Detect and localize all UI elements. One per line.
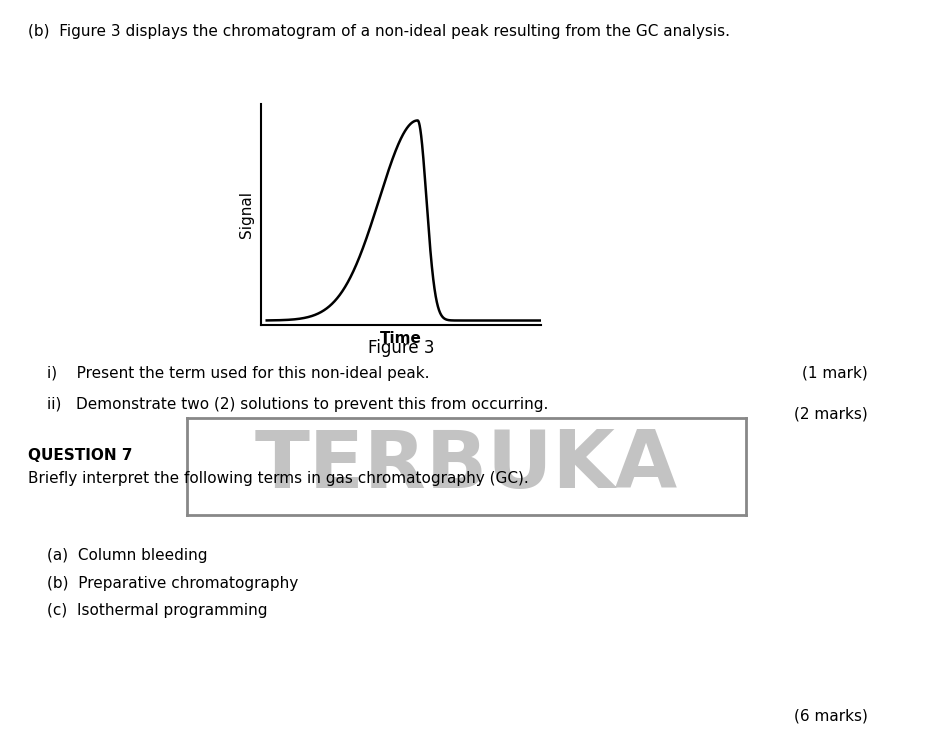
Text: TERBUKA: TERBUKA — [255, 427, 678, 505]
Text: (a)  Column bleeding: (a) Column bleeding — [47, 548, 207, 563]
Text: (b)  Figure 3 displays the chromatogram of a non-ideal peak resulting from the G: (b) Figure 3 displays the chromatogram o… — [28, 24, 730, 39]
Text: ii)   Demonstrate two (2) solutions to prevent this from occurring.: ii) Demonstrate two (2) solutions to pre… — [47, 397, 548, 412]
X-axis label: Time: Time — [381, 331, 422, 346]
Text: (6 marks): (6 marks) — [794, 709, 868, 724]
Y-axis label: Signal: Signal — [239, 191, 255, 238]
Text: Briefly interpret the following terms in gas chromatography (GC).: Briefly interpret the following terms in… — [28, 471, 529, 486]
Text: i)    Present the term used for this non-ideal peak.: i) Present the term used for this non-id… — [47, 366, 429, 380]
Text: Figure 3: Figure 3 — [368, 339, 435, 357]
Text: (2 marks): (2 marks) — [794, 407, 868, 421]
Text: (c)  Isothermal programming: (c) Isothermal programming — [47, 603, 267, 618]
Text: (b)  Preparative chromatography: (b) Preparative chromatography — [47, 576, 298, 591]
Text: (1 mark): (1 mark) — [802, 366, 868, 380]
Text: QUESTION 7: QUESTION 7 — [28, 448, 132, 463]
